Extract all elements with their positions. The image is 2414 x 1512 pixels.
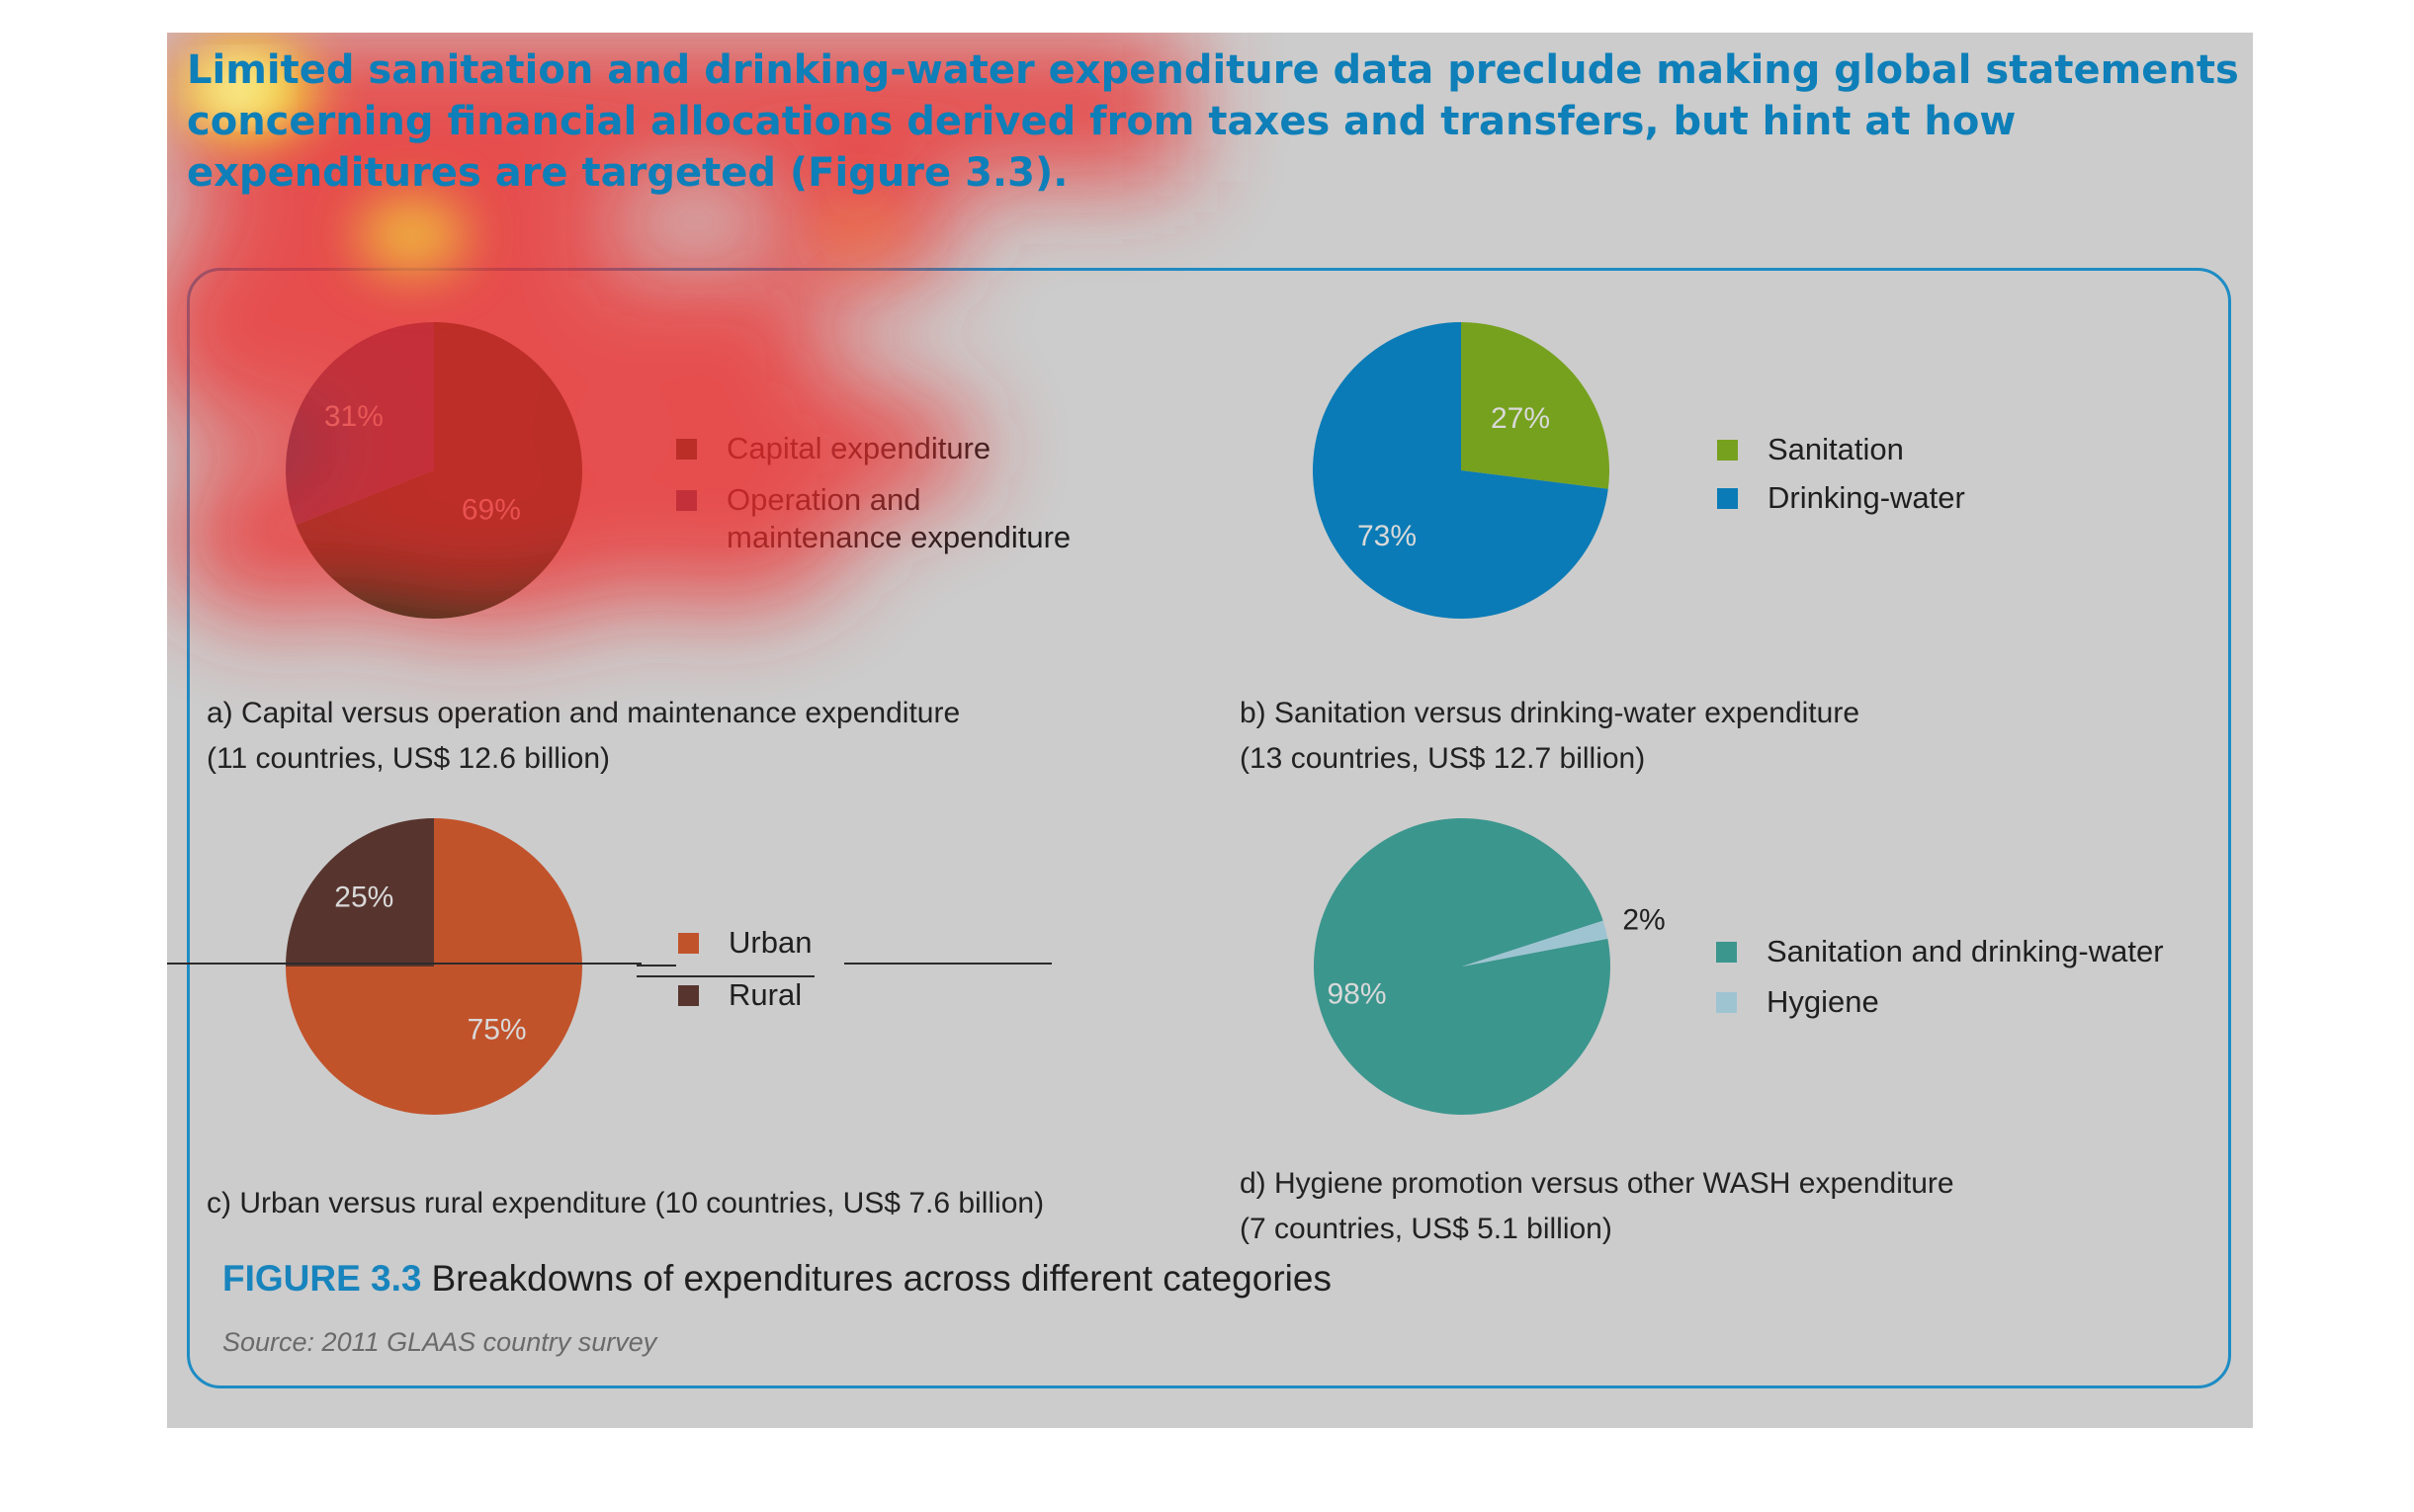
rule-line	[167, 963, 642, 965]
headline-text: Limited sanitation and drinking-water ex…	[187, 47, 2239, 196]
legend-label: Operation and maintenance expenditure	[727, 482, 1072, 554]
legend-label: Urban	[729, 925, 813, 960]
legend-label: Hygiene	[1767, 984, 1879, 1019]
pie-slice-value-label: 98%	[1327, 977, 1386, 1010]
figure-source: Source: 2011 GLAAS country survey	[222, 1327, 657, 1357]
figure-title: FIGURE 3.3 Breakdowns of expenditures acr…	[222, 1258, 1332, 1300]
legend-label: Sanitation and drinking-water	[1767, 934, 2164, 968]
figure-title-text: Breakdowns of expenditures across differ…	[431, 1258, 1332, 1299]
figure-label: FIGURE 3.3	[222, 1258, 422, 1299]
legend-item-rural: Rural	[678, 976, 802, 1014]
pie-chart-sanitation-vs-water: 27% 73%	[1313, 322, 1610, 619]
legend-label: Capital expenditure	[727, 431, 991, 465]
chart-caption-c: c) Urban versus rural expenditure (10 co…	[207, 1187, 1045, 1219]
legend-swatch	[1716, 992, 1737, 1013]
pie-chart-urban-vs-rural: 75% 25%	[286, 818, 582, 1115]
pie-slice-value-label: 2%	[1622, 904, 1665, 937]
figure-panel: Limited sanitation and drinking-water ex…	[167, 33, 2253, 1428]
pie-slice-value-label: 69%	[462, 493, 521, 526]
rule-line	[844, 963, 933, 965]
pie-slice-value-label: 31%	[324, 400, 384, 433]
chart-caption-a: a) Capital versus operation and maintena…	[207, 697, 961, 775]
legend-swatch	[1717, 488, 1738, 509]
pie-slice-rural	[286, 818, 434, 966]
rule-line	[637, 965, 676, 966]
rule-line	[933, 963, 1052, 965]
pie-slice-value-label: 73%	[1357, 520, 1417, 552]
legend-label: Sanitation	[1767, 432, 1904, 466]
legend-swatch	[1716, 942, 1737, 963]
legend-item-urban: Urban	[678, 924, 812, 962]
pie-slice-hygiene	[1462, 920, 1608, 966]
legend-item-om: Operation and maintenance expenditure	[676, 481, 1101, 556]
legend-swatch	[1717, 440, 1738, 461]
pie-slice-sanitation-and-drinking-water	[1313, 817, 1610, 1115]
chart-caption-d: d) Hygiene promotion versus other WASH e…	[1240, 1167, 1954, 1245]
rule-line	[637, 975, 815, 977]
legend-swatch	[678, 985, 699, 1006]
legend-item-sanitation-and-water: Sanitation and drinking-water	[1716, 933, 2164, 970]
rule-line	[572, 963, 622, 965]
legend-item-hygiene: Hygiene	[1716, 983, 1879, 1021]
pie-slice-value-label: 25%	[334, 881, 393, 913]
chart-caption-b: b) Sanitation versus drinking-water expe…	[1240, 697, 1859, 775]
legend-label: Rural	[729, 977, 803, 1012]
legend-swatch	[676, 439, 697, 460]
legend-swatch	[676, 490, 697, 511]
pie-slice-sanitation	[1461, 322, 1610, 489]
legend-item-capital: Capital expenditure	[676, 430, 991, 467]
pie-slice-drinking-water	[1313, 322, 1608, 619]
pie-chart-hygiene-vs-wash: 98% 2%	[1313, 817, 1666, 1115]
pie-slice-value-label: 75%	[468, 1014, 527, 1047]
legend-item-drinking-water: Drinking-water	[1717, 479, 1965, 517]
legend-label: Drinking-water	[1767, 480, 1965, 515]
pie-slice-value-label: 27%	[1491, 402, 1550, 435]
legend-item-sanitation: Sanitation	[1717, 431, 1904, 468]
pie-chart-capital-vs-om: 69% 31%	[285, 321, 582, 619]
figure-frame	[187, 268, 2231, 1388]
legend-swatch	[678, 933, 699, 954]
